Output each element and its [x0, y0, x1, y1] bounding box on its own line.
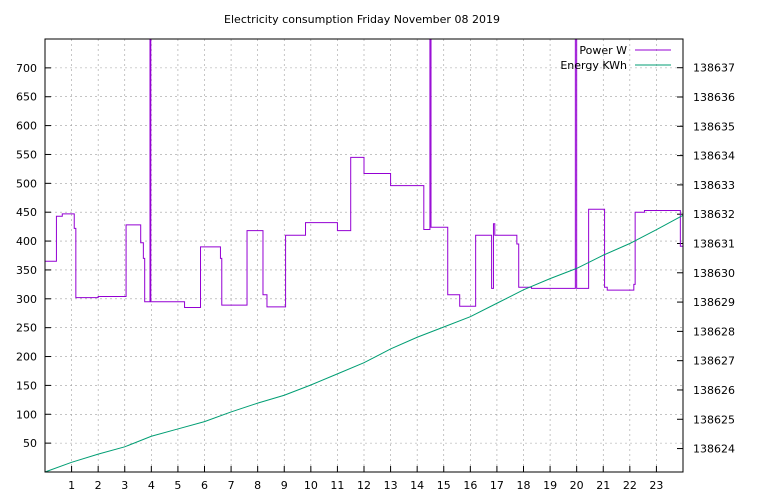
- x-tick-label: 13: [384, 479, 398, 492]
- y2-tick-label: 138627: [693, 355, 735, 368]
- y-tick-label: 600: [16, 120, 37, 133]
- x-tick-label: 2: [95, 479, 102, 492]
- x-tick-label: 3: [121, 479, 128, 492]
- series-line-0: [45, 38, 683, 308]
- plot-border: [44, 38, 684, 473]
- x-tick-label: 16: [463, 479, 477, 492]
- x-tick-label: 23: [649, 479, 663, 492]
- legend: Power W Energy KWh: [560, 44, 671, 72]
- y-tick-label: 100: [16, 408, 37, 421]
- y-tick-label: 350: [16, 264, 37, 277]
- y2-tick-label: 138624: [693, 443, 735, 456]
- x-axis-ticks: 1 2 3 4 5 6 7 8 9 10 11 12 13 14 15 16 17 18 19 20 21 22 23: [68, 466, 663, 492]
- series-line-1: [44, 214, 684, 473]
- series-layer: [44, 38, 684, 473]
- y2-tick-label: 138629: [693, 296, 735, 309]
- y2-tick-label: 138628: [693, 325, 735, 338]
- x-tick-label: 1: [68, 479, 75, 492]
- x-tick-label: 15: [437, 479, 451, 492]
- x-tick-label: 17: [490, 479, 504, 492]
- y2-tick-label: 138631: [693, 237, 735, 250]
- y2-tick-label: 138633: [693, 179, 735, 192]
- x-tick-label: 10: [304, 479, 318, 492]
- x-tick-label: 9: [281, 479, 288, 492]
- y2-tick-label: 138636: [693, 91, 735, 104]
- legend-label: Energy KWh: [560, 59, 627, 72]
- legend-label: Power W: [579, 44, 627, 57]
- y-tick-label: 400: [16, 235, 37, 248]
- x-tick-label: 21: [596, 479, 610, 492]
- x-tick-label: 19: [543, 479, 557, 492]
- y-tick-label: 250: [16, 322, 37, 335]
- x-tick-label: 4: [148, 479, 155, 492]
- x-tick-label: 14: [410, 479, 424, 492]
- y2-tick-label: 138637: [693, 62, 735, 75]
- chart-title: Electricity consumption Friday November …: [224, 13, 500, 26]
- y-tick-label: 500: [16, 177, 37, 190]
- y-tick-label: 150: [16, 379, 37, 392]
- y2-tick-label: 138634: [693, 150, 735, 163]
- x-tick-label: 8: [254, 479, 261, 492]
- y2-tick-label: 138632: [693, 208, 735, 221]
- y2-tick-label: 138625: [693, 413, 735, 426]
- y-tick-label: 300: [16, 293, 37, 306]
- y2-axis-ticks: 138624 138625 138626 138627 138628 138629 1386…: [677, 62, 735, 456]
- x-tick-label: 20: [570, 479, 584, 492]
- y-tick-label: 450: [16, 206, 37, 219]
- x-tick-label: 6: [201, 479, 208, 492]
- x-tick-label: 7: [228, 479, 235, 492]
- x-tick-label: 5: [174, 479, 181, 492]
- x-tick-label: 11: [330, 479, 344, 492]
- y-tick-label: 700: [16, 62, 37, 75]
- y2-tick-label: 138635: [693, 120, 735, 133]
- y-axis-ticks: 50 100 150 200 250 300 350 400 450 500 550 600 650 70…: [16, 62, 51, 450]
- y-tick-label: 50: [23, 437, 37, 450]
- x-tick-label: 22: [623, 479, 637, 492]
- y2-tick-label: 138630: [693, 267, 735, 280]
- y-tick-label: 550: [16, 148, 37, 161]
- x-tick-label: 18: [517, 479, 531, 492]
- grid: [45, 39, 683, 472]
- y-tick-label: 650: [16, 91, 37, 104]
- y-tick-label: 200: [16, 351, 37, 364]
- x-tick-label: 12: [357, 479, 371, 492]
- y2-tick-label: 138626: [693, 384, 735, 397]
